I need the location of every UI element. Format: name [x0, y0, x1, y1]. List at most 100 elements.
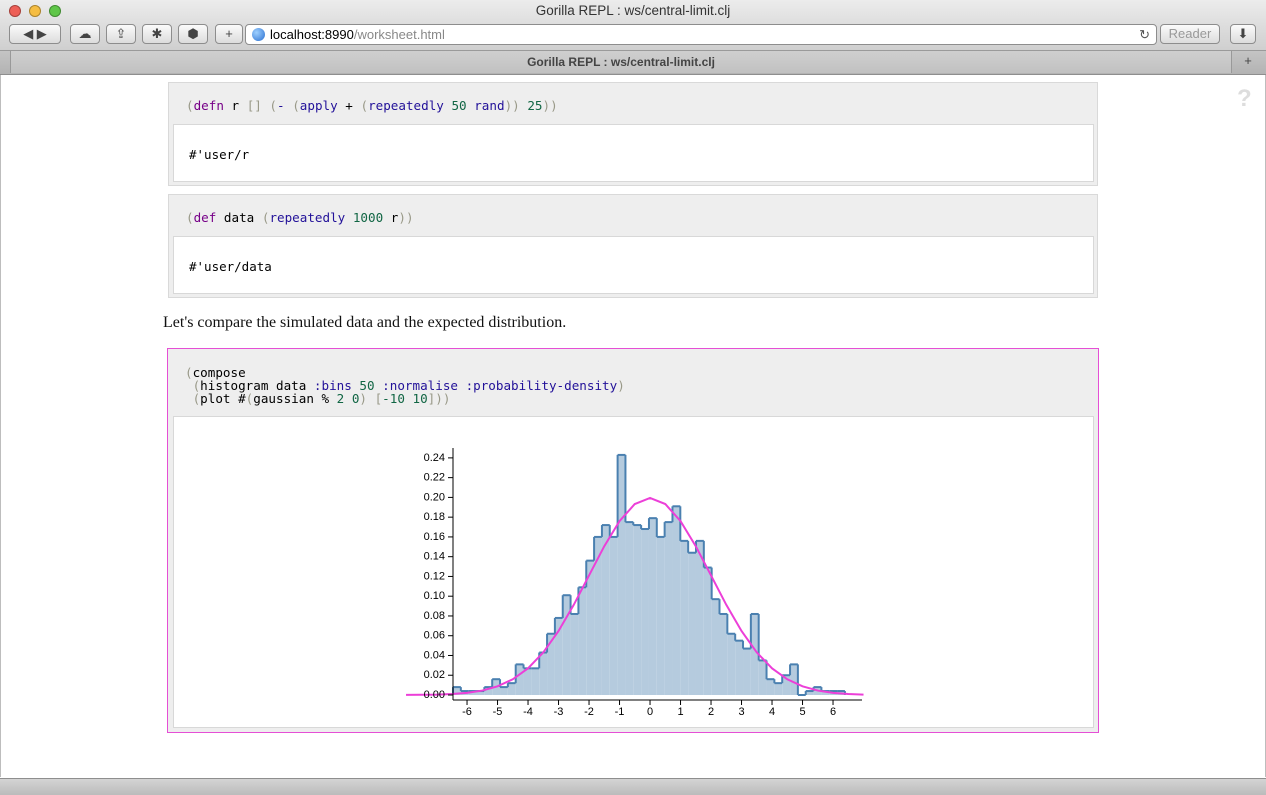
bar — [617, 454, 626, 695]
bar — [531, 668, 540, 695]
bar — [500, 687, 508, 695]
globe-icon — [252, 28, 265, 41]
extension-button[interactable]: ⬢ — [178, 24, 208, 44]
bar — [641, 529, 649, 695]
bar — [609, 536, 618, 695]
x-tick-label: 4 — [769, 706, 775, 718]
code-token: 2 0 — [336, 391, 360, 406]
code: (defn r [] (- (apply + (repeatedly 50 ra… — [186, 99, 558, 112]
code-token: + — [337, 98, 361, 113]
code-token: 50 — [443, 98, 467, 113]
y-tick-label: 0.12 — [424, 570, 445, 582]
bar — [782, 675, 791, 695]
y-tick-label: 0.24 — [424, 452, 445, 464]
code-token: ( — [186, 210, 194, 225]
bar — [664, 522, 673, 695]
help-icon[interactable]: ? — [1237, 85, 1252, 112]
code-token: -10 10 — [382, 391, 428, 406]
code-token: gaussian % — [253, 391, 337, 406]
bar — [711, 599, 720, 695]
new-tab-button[interactable]: + — [1244, 53, 1252, 68]
code: (compose (histogram data :bins 50 :norma… — [185, 366, 625, 405]
code-line: (def data (repeatedly 1000 r)) — [186, 211, 414, 224]
density-line — [406, 496, 864, 696]
code-token: def — [193, 210, 217, 225]
y-tick-label: 0.08 — [424, 610, 445, 622]
x-tick-label: 1 — [677, 706, 683, 718]
tab[interactable]: Gorilla REPL : ws/central-limit.clj — [10, 51, 1232, 73]
share-button[interactable]: ⇪ — [106, 24, 136, 44]
code-token: ) — [617, 378, 625, 393]
zoom-button[interactable] — [49, 5, 61, 17]
output-text: #'user/r — [189, 147, 250, 162]
code-token: ( — [185, 365, 193, 380]
bar — [750, 613, 759, 695]
code-token: )) — [504, 98, 528, 113]
icloud-button[interactable]: ☁ — [70, 24, 100, 44]
bar — [758, 660, 767, 695]
code-token: defn — [193, 98, 224, 113]
code-cell[interactable]: (def data (repeatedly 1000 r)) #'user/da… — [168, 194, 1098, 298]
bar — [633, 525, 642, 695]
bar — [766, 679, 775, 695]
bar — [727, 633, 736, 695]
code-token: 25 — [527, 98, 543, 113]
bar — [601, 525, 610, 695]
minimize-button[interactable] — [29, 5, 41, 17]
x-tick-label: -3 — [554, 706, 564, 718]
x-tick-label: -4 — [523, 706, 533, 718]
bar — [507, 683, 516, 695]
reload-button[interactable]: ↻ — [1139, 27, 1150, 42]
close-button[interactable] — [9, 5, 21, 17]
x-tick-label: 2 — [708, 706, 714, 718]
code-token: ( — [360, 98, 369, 113]
code-line: (histogram data :bins 50 :normalise :pro… — [185, 379, 625, 392]
y-tick-label: 0.16 — [424, 531, 445, 543]
y-tick-label: 0.06 — [424, 630, 445, 642]
address-bar[interactable]: localhost:8990/worksheet.html ↻ — [245, 24, 1157, 45]
code-token: :bins — [313, 378, 352, 393]
reader-button[interactable]: Reader — [1160, 24, 1220, 44]
bar — [735, 640, 744, 695]
bar — [523, 668, 532, 695]
code-token: 50 — [351, 378, 375, 393]
back-forward-button[interactable]: ◀ ▶ — [9, 24, 61, 44]
y-tick-label: 0.22 — [424, 472, 445, 484]
x-tick-label: 5 — [799, 706, 805, 718]
x-tick-label: -6 — [462, 706, 472, 718]
bar — [774, 683, 783, 695]
code-token: repeatedly — [368, 98, 444, 113]
bar — [484, 687, 493, 695]
bar — [515, 664, 524, 695]
output: #'user/r — [173, 124, 1094, 182]
url-path: /worksheet.html — [353, 27, 445, 42]
code-token: apply — [299, 98, 338, 113]
bar — [594, 536, 602, 695]
code: (def data (repeatedly 1000 r)) — [186, 211, 414, 224]
status-bar — [0, 778, 1266, 795]
url-host: localhost:8990 — [270, 27, 354, 42]
x-tick-label: -5 — [493, 706, 503, 718]
new-tab-button[interactable]: + — [215, 24, 243, 44]
bar — [468, 691, 477, 695]
code-cell[interactable]: (defn r [] (- (apply + (repeatedly 50 ra… — [168, 82, 1098, 186]
x-tick-label: 3 — [738, 706, 744, 718]
code-token: 1000 — [345, 210, 384, 225]
code-line: (compose — [185, 366, 625, 379]
x-tick-label: -1 — [615, 706, 625, 718]
tab-bar: Gorilla REPL : ws/central-limit.clj + — [0, 51, 1266, 75]
y-tick-label: 0.02 — [424, 669, 445, 681]
bar — [688, 552, 696, 695]
downloads-button[interactable]: ⬇ — [1230, 24, 1256, 44]
y-tick-label: 0.00 — [424, 689, 445, 701]
code-token: histogram data — [200, 378, 314, 393]
bar — [743, 648, 751, 695]
y-tick-label: 0.04 — [424, 649, 445, 661]
code-token: ) [ — [359, 391, 383, 406]
x-tick-label: 6 — [830, 706, 836, 718]
code-token: compose — [192, 365, 246, 380]
bar — [695, 540, 704, 695]
extension-button[interactable]: ✱ — [142, 24, 172, 44]
window-title: Gorilla REPL : ws/central-limit.clj — [535, 3, 731, 18]
